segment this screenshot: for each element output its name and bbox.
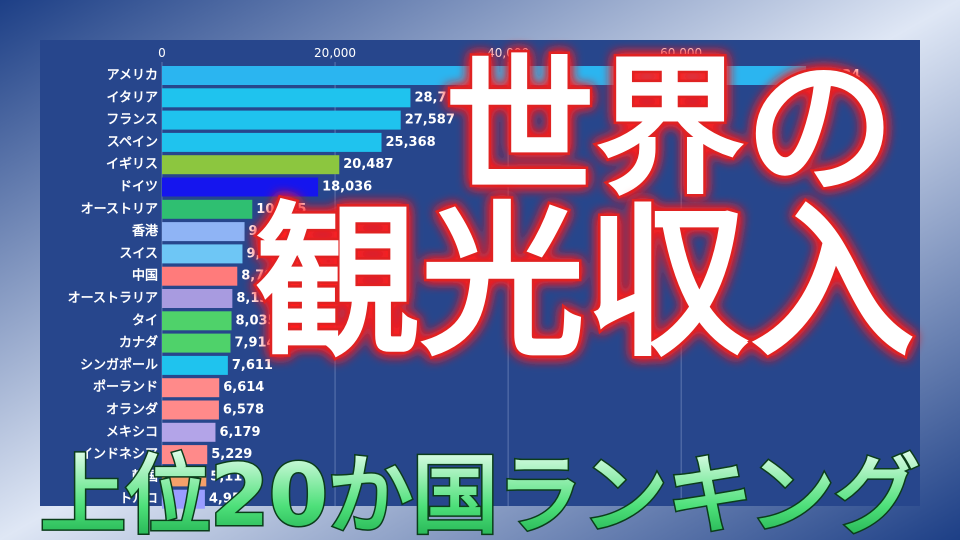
value-label: 9,300 xyxy=(246,246,287,261)
bar xyxy=(162,88,411,108)
value-label: 6,614 xyxy=(223,380,264,395)
bar xyxy=(162,132,382,152)
category-label: ドイツ xyxy=(119,180,158,195)
x-tick-label: 40,000 xyxy=(487,46,529,60)
bar xyxy=(162,222,245,242)
bar xyxy=(162,110,401,130)
category-label: 中国 xyxy=(132,268,158,284)
bar xyxy=(162,355,228,375)
x-tick-label: 0 xyxy=(158,46,166,60)
value-label: 6,578 xyxy=(223,403,264,418)
category-label: イギリス xyxy=(106,156,158,172)
category-label: シンガポール xyxy=(80,357,158,373)
x-tick-label: 60,000 xyxy=(660,46,702,60)
bar xyxy=(162,311,232,331)
category-label: アメリカ xyxy=(107,68,158,83)
bar xyxy=(162,66,807,85)
category-label: スペイン xyxy=(107,135,158,150)
value-label: 7,914 xyxy=(234,336,275,351)
value-label: 20,487 xyxy=(343,157,393,172)
bar xyxy=(162,289,233,308)
value-label: 4,957 xyxy=(209,492,250,507)
bar xyxy=(162,445,208,465)
value-label: 18,036 xyxy=(322,180,372,195)
category-label: イタリア xyxy=(107,90,158,105)
value-label: 5,119 xyxy=(210,469,251,484)
bar xyxy=(162,266,238,286)
category-label: 韓国 xyxy=(132,468,158,484)
bar xyxy=(162,489,205,509)
value-label: 7,611 xyxy=(232,358,273,373)
bar xyxy=(162,422,216,442)
bar xyxy=(162,199,253,219)
value-label: 8,700 xyxy=(241,269,282,284)
category-label: トルコ xyxy=(119,492,158,507)
value-label: 5,229 xyxy=(211,447,252,462)
title2: 観光収入 xyxy=(255,187,915,379)
title: 世界の xyxy=(445,42,895,216)
category-label: メキシコ xyxy=(106,425,158,440)
category-label: スイス xyxy=(119,246,158,261)
bar-chart: 0 20,000 40,000 60,000 アメリカ 74,434 イタリア 28,714 フ… xyxy=(68,46,860,509)
category-label: オーストラリア xyxy=(68,291,158,306)
value-label: 8,035 xyxy=(236,313,277,328)
category-label: タイ xyxy=(132,313,158,328)
category-label: フランス xyxy=(106,113,158,128)
subtitle: 上位20か国ランキング xyxy=(40,446,920,540)
category-label: オランダ xyxy=(106,402,158,418)
category-label: ポーランド xyxy=(93,379,158,395)
value-label: 28,714 xyxy=(414,90,464,105)
bar xyxy=(162,378,220,398)
category-label: 香港 xyxy=(131,223,159,239)
bar xyxy=(162,244,243,264)
bar xyxy=(162,155,340,175)
value-label: 25,368 xyxy=(386,135,436,150)
value-label: 9,540 xyxy=(249,224,290,239)
category-label: インドネシア xyxy=(80,447,158,462)
category-label: オーストリア xyxy=(81,202,158,217)
value-label: 10,435 xyxy=(256,202,306,217)
value-label: 74,434 xyxy=(810,68,860,83)
x-tick-label: 20,000 xyxy=(314,46,356,60)
bar xyxy=(162,400,219,420)
category-label: カナダ xyxy=(119,335,158,351)
bar xyxy=(162,467,207,487)
bar xyxy=(162,333,231,353)
bar xyxy=(162,177,319,197)
value-label: 8,130 xyxy=(236,291,277,306)
value-label: 6,179 xyxy=(219,425,260,440)
value-label: 27,587 xyxy=(405,113,455,128)
